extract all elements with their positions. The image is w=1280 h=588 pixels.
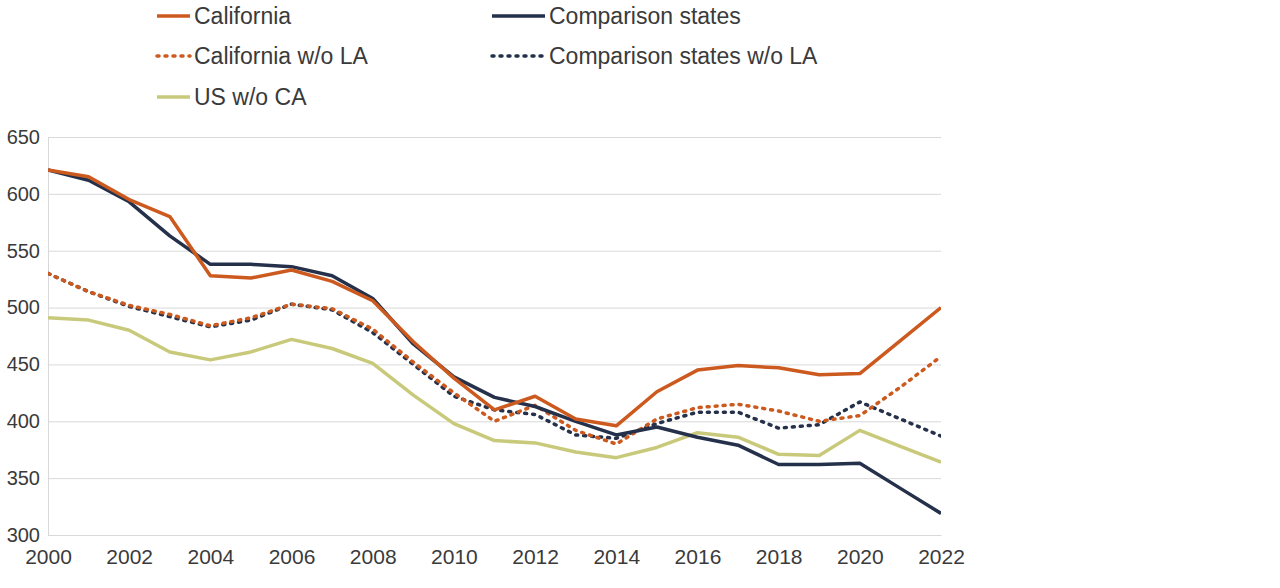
grid-line <box>48 535 941 536</box>
legend-label: California <box>194 3 291 29</box>
x-tick: 2016 <box>675 535 722 568</box>
x-tick: 2006 <box>269 535 316 568</box>
legend-swatch <box>157 95 190 99</box>
legend-label: Comparison states <box>549 3 741 29</box>
legend-swatch <box>492 14 545 18</box>
x-tick-label: 2018 <box>756 545 803 568</box>
x-tick-label: 2010 <box>431 545 478 568</box>
grid-line <box>48 137 941 138</box>
x-tick: 2004 <box>188 535 235 568</box>
x-tick-label: 2000 <box>25 545 72 568</box>
x-tick: 2022 <box>918 535 965 568</box>
x-axis-line <box>49 535 942 536</box>
x-tick-label: 2004 <box>188 545 235 568</box>
legend-item: Comparison states <box>492 3 741 29</box>
y-tick-label: 400 <box>7 410 40 432</box>
plot-area: 300 350 400 450 500 550 600 650 2000 2002 2004 2006… <box>7 126 965 568</box>
legend-item: California <box>157 3 291 29</box>
y-tick-label: 450 <box>7 353 40 375</box>
x-tick-label: 2008 <box>350 545 397 568</box>
grid-line <box>48 364 941 365</box>
x-tick: 2020 <box>837 535 884 568</box>
y-tick: 650 <box>7 126 941 148</box>
x-tick-label: 2020 <box>837 545 884 568</box>
chart-svg: 300 350 400 450 500 550 600 650 2000 2002 2004 2006… <box>0 0 1280 588</box>
legend-item: California w/o LA <box>157 43 369 69</box>
series-line <box>48 170 941 426</box>
y-axis: 300 350 400 450 500 550 600 650 <box>7 126 941 546</box>
grid-line <box>48 194 941 195</box>
x-tick: 2010 <box>431 535 478 568</box>
y-tick-label: 500 <box>7 296 40 318</box>
legend: California Comparison states California w/… <box>157 3 818 110</box>
y-tick: 300 <box>7 524 941 546</box>
x-tick: 2000 <box>25 535 72 568</box>
legend-swatch <box>157 14 190 18</box>
lines <box>48 170 941 513</box>
y-tick-label: 600 <box>7 183 40 205</box>
grid-line <box>48 308 941 309</box>
grid-line <box>48 478 941 479</box>
series-line <box>48 273 941 438</box>
x-tick-label: 2012 <box>512 545 559 568</box>
x-tick: 2012 <box>512 535 559 568</box>
series-line <box>48 318 941 462</box>
x-tick: 2008 <box>350 535 397 568</box>
legend-swatch <box>157 54 190 58</box>
legend-item: US w/o CA <box>157 84 307 110</box>
y-tick: 600 <box>7 183 941 205</box>
legend-label: US w/o CA <box>194 84 307 110</box>
legend-label: Comparison states w/o LA <box>549 43 818 69</box>
y-tick-label: 650 <box>7 126 40 148</box>
chart-container: 300 350 400 450 500 550 600 650 2000 2002 2004 2006… <box>0 0 1280 588</box>
y-tick-label: 550 <box>7 240 40 262</box>
series-line <box>48 273 941 444</box>
x-tick: 2002 <box>106 535 153 568</box>
grid-line <box>48 421 941 422</box>
x-tick-label: 2006 <box>269 545 316 568</box>
y-tick: 400 <box>7 410 941 432</box>
grid-line <box>48 251 941 252</box>
x-tick-label: 2014 <box>593 545 640 568</box>
x-tick-label: 2016 <box>675 545 722 568</box>
legend-label: California w/o LA <box>194 43 369 69</box>
x-tick-label: 2002 <box>106 545 153 568</box>
series-line <box>48 170 941 513</box>
legend-swatch <box>492 54 545 58</box>
y-tick: 350 <box>7 467 941 489</box>
y-tick: 550 <box>7 240 941 262</box>
legend-item: Comparison states w/o LA <box>492 43 818 69</box>
x-tick: 2014 <box>593 535 640 568</box>
y-tick-label: 300 <box>7 524 40 546</box>
x-tick: 2018 <box>756 535 803 568</box>
y-axis-line <box>48 138 49 536</box>
x-axis: 2000 2002 2004 2006 2008 2010 2012 2014 2016 2018… <box>25 535 965 568</box>
x-tick-label: 2022 <box>918 545 965 568</box>
y-tick-label: 350 <box>7 467 40 489</box>
